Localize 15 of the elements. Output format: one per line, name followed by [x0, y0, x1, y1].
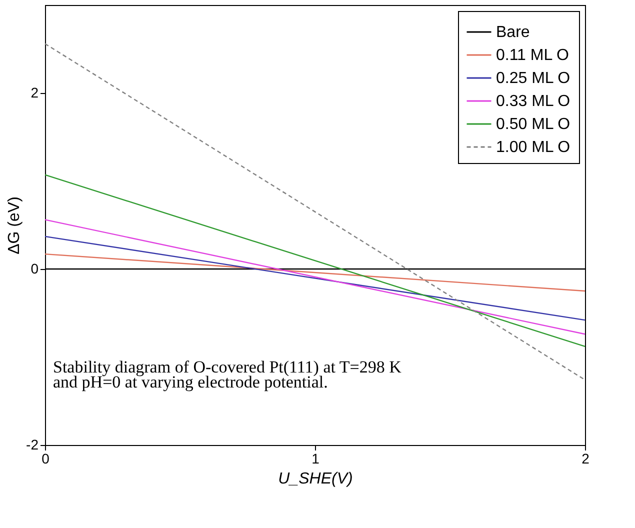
x-tick-label: 2 — [582, 450, 590, 466]
x-tick-label: 0 — [42, 450, 50, 466]
y-tick-label: 2 — [30, 84, 39, 100]
legend-label: 1.00 ML O — [496, 139, 570, 156]
annotation: Stability diagram of O-covered Pt(111) at T=298 K — [53, 358, 402, 376]
legend-label: 0.33 ML O — [496, 93, 570, 110]
x-axis-title: U_SHE(V) — [278, 470, 353, 488]
legend-label: Bare — [496, 24, 530, 41]
y-tick-label: -2 — [26, 436, 39, 452]
legend-label: 0.25 ML O — [496, 70, 570, 87]
legend-label: 0.50 ML O — [496, 116, 570, 133]
x-tick-label: 1 — [312, 450, 320, 466]
legend-label: 0.11 ML O — [496, 47, 569, 64]
y-axis-title: ΔG (eV) — [6, 196, 24, 254]
y-tick-label: 0 — [30, 260, 39, 276]
